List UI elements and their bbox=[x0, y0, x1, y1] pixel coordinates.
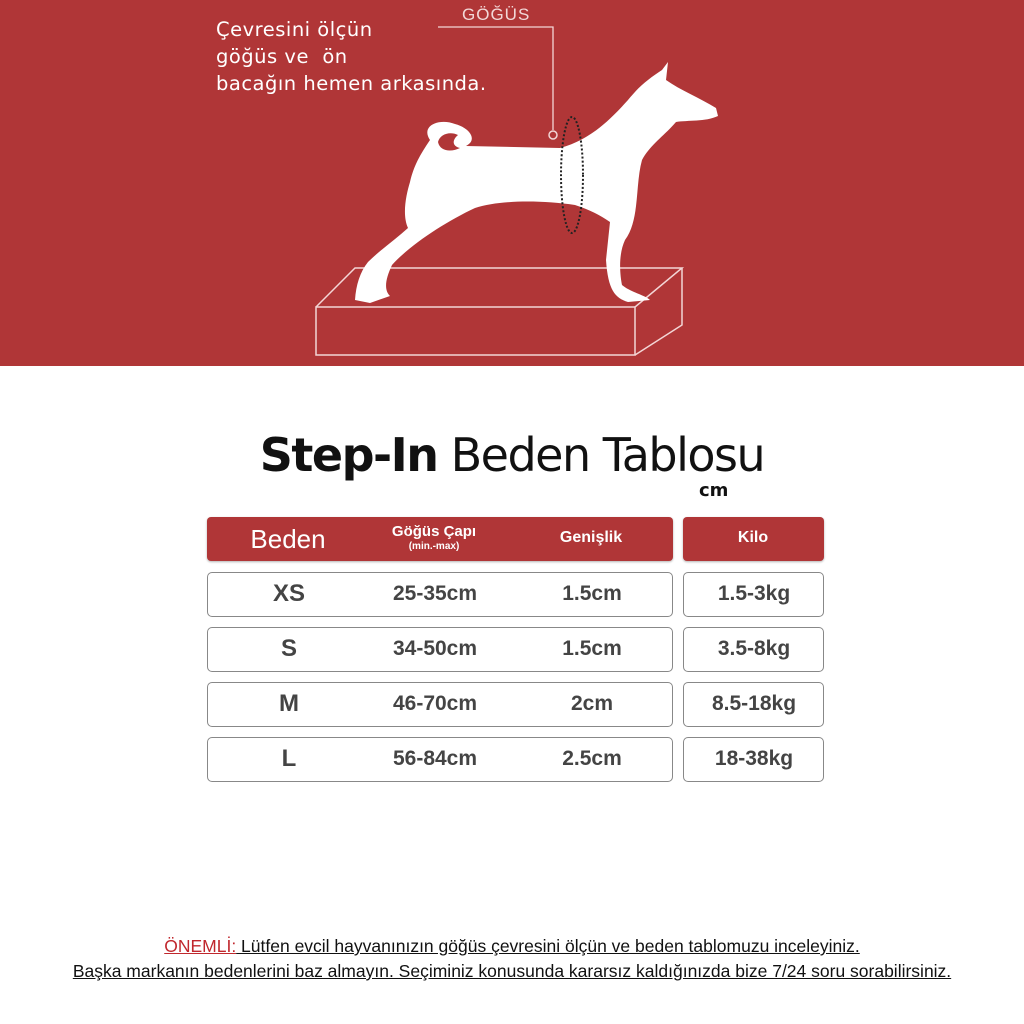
cell-width: 2cm bbox=[570, 692, 614, 715]
cell-size: XS bbox=[272, 580, 306, 607]
table-row-weight: 8.5-18kg bbox=[683, 682, 824, 727]
instruction-line: Çevresini ölçün bbox=[216, 18, 373, 41]
table-row-weight: 1.5-3kg bbox=[683, 572, 824, 617]
unit-label: cm bbox=[699, 480, 729, 501]
cell-weight: 18-38kg bbox=[714, 747, 794, 770]
cell-width: 2.5cm bbox=[562, 747, 622, 770]
cell-chest: 34-50cm bbox=[392, 637, 478, 660]
cell-weight: 1.5-3kg bbox=[717, 582, 791, 605]
table-header-weight: Kilo bbox=[683, 517, 824, 561]
header-chest: Göğüs Çapı bbox=[391, 523, 477, 540]
dog-silhouette bbox=[355, 62, 718, 303]
header-size: Beden bbox=[250, 524, 326, 554]
footer-line-1: Lütfen evcil hayvanınızın göğüs çevresin… bbox=[236, 936, 860, 956]
header-chest-sub: (min.-max) bbox=[408, 541, 460, 552]
table-header: Beden Göğüs Çapı (min.-max) Genişlik bbox=[207, 517, 673, 561]
important-label: ÖNEMLİ: bbox=[164, 936, 237, 956]
cell-chest: 25-35cm bbox=[392, 582, 478, 605]
cell-size: S bbox=[280, 635, 298, 662]
tail-hole bbox=[438, 133, 460, 151]
title-text: Beden Tablosu bbox=[437, 428, 766, 482]
table-row-weight: 3.5-8kg bbox=[683, 627, 824, 672]
cell-width: 1.5cm bbox=[562, 637, 622, 660]
header-weight: Kilo bbox=[737, 529, 769, 546]
table-row: L 56-84cm 2.5cm bbox=[207, 737, 673, 782]
cell-size: L bbox=[281, 745, 297, 772]
cell-chest: 46-70cm bbox=[392, 692, 478, 715]
cell-chest: 56-84cm bbox=[392, 747, 478, 770]
table-row: S 34-50cm 1.5cm bbox=[207, 627, 673, 672]
chest-pointer-line bbox=[438, 26, 554, 130]
chest-pointer-dot bbox=[548, 130, 558, 140]
table-row-weight: 18-38kg bbox=[683, 737, 824, 782]
cell-size: M bbox=[279, 690, 299, 717]
measurement-instructions: Çevresini ölçün göğüs ve ön bacağın hemen … bbox=[216, 16, 487, 97]
dog-measurement-illustration bbox=[315, 26, 718, 356]
page-title: Step-In Beden Tablosu bbox=[0, 428, 1024, 482]
footer-note: ÖNEMLİ: Lütfen evcil hayvanınızın göğüs … bbox=[0, 934, 1024, 984]
title-brand: Step-In bbox=[259, 428, 439, 482]
cell-weight: 8.5-18kg bbox=[711, 692, 797, 715]
chest-label: GÖĞÜS bbox=[462, 5, 531, 24]
cell-weight: 3.5-8kg bbox=[717, 637, 791, 660]
header-width: Genişlik bbox=[559, 529, 623, 546]
table-row: XS 25-35cm 1.5cm bbox=[207, 572, 673, 617]
instruction-line: göğüs ve ön bbox=[216, 45, 348, 68]
platform-box bbox=[315, 267, 685, 356]
instruction-line: bacağın hemen arkasında. bbox=[216, 72, 487, 95]
table-row: M 46-70cm 2cm bbox=[207, 682, 673, 727]
chest-measure-loop bbox=[560, 116, 584, 234]
cell-width: 1.5cm bbox=[562, 582, 622, 605]
footer-line-2: Başka markanın bedenlerini baz almayın. … bbox=[72, 961, 952, 981]
